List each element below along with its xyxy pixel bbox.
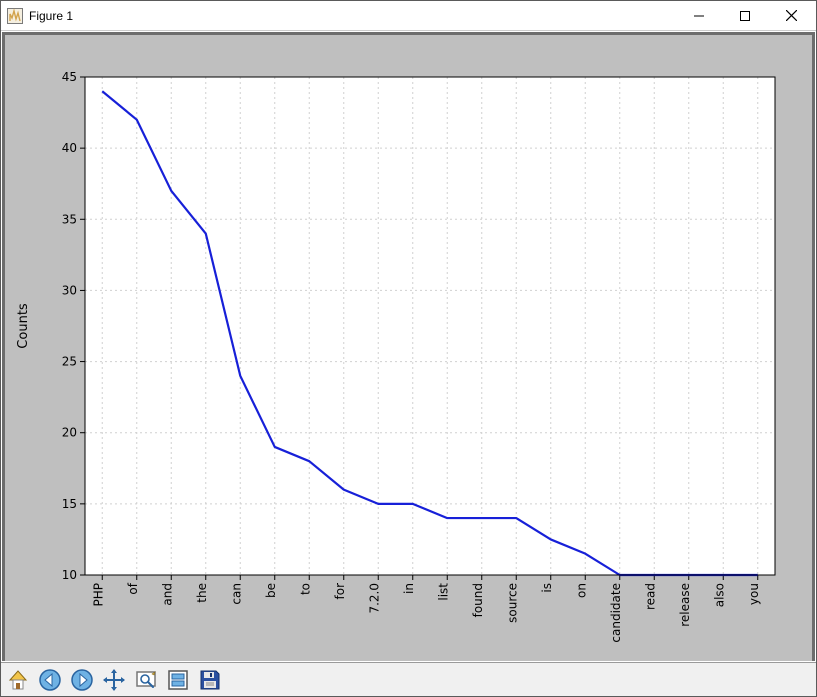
xtick-label: is xyxy=(540,583,554,593)
xtick-label: also xyxy=(712,583,726,607)
xtick-label: 7.2.0 xyxy=(367,583,381,614)
save-icon xyxy=(198,668,222,692)
ytick-label: 15 xyxy=(62,497,77,511)
pan-button[interactable] xyxy=(99,665,129,695)
plot-area xyxy=(85,77,775,575)
xtick-label: in xyxy=(402,583,416,594)
xtick-label: read xyxy=(643,583,657,610)
xtick-label: list xyxy=(436,583,450,601)
ytick-label: 30 xyxy=(62,283,77,297)
xtick-label: for xyxy=(333,583,347,600)
xtick-label: and xyxy=(160,583,174,606)
configure-icon xyxy=(166,668,190,692)
xtick-label: to xyxy=(298,583,312,595)
xtick-label: the xyxy=(195,583,209,603)
xtick-label: can xyxy=(229,583,243,605)
xtick-label: PHP xyxy=(91,583,105,607)
ytick-label: 45 xyxy=(62,70,77,84)
move-icon xyxy=(102,668,126,692)
forward-button[interactable] xyxy=(67,665,97,695)
xtick-label: of xyxy=(126,582,140,594)
xtick-label: found xyxy=(471,583,485,617)
ytick-label: 40 xyxy=(62,141,77,155)
ytick-label: 20 xyxy=(62,426,77,440)
zoom-rect-icon xyxy=(134,668,158,692)
home-icon xyxy=(6,668,30,692)
subplots-button[interactable] xyxy=(163,665,193,695)
xtick-label: be xyxy=(264,583,278,598)
arrow-right-icon xyxy=(70,668,94,692)
minimize-button[interactable] xyxy=(676,1,722,31)
figure-canvas[interactable]: 10 15 20 25 30 35 40 45 PHP of and the can be to for 7.2… xyxy=(2,32,815,661)
arrow-left-icon xyxy=(38,668,62,692)
xtick-label: on xyxy=(574,583,588,598)
window-title: Figure 1 xyxy=(29,9,73,23)
xtick-label: source xyxy=(505,583,519,623)
xtick-label: you xyxy=(747,583,761,605)
ytick-label: 25 xyxy=(62,355,77,369)
xtick-label: candidate xyxy=(609,583,623,643)
ytick-label: 35 xyxy=(62,212,77,226)
xtick-label: release xyxy=(678,583,692,627)
zoom-button[interactable] xyxy=(131,665,161,695)
navigation-toolbar xyxy=(1,662,816,696)
close-button[interactable] xyxy=(768,1,814,31)
app-icon xyxy=(7,8,23,24)
y-axis-label: Counts xyxy=(16,303,31,349)
figure-window: Figure 1 10 15 20 25 30 35 40 45 PHP of and the can b… xyxy=(0,0,817,697)
ytick-label: 10 xyxy=(62,568,77,582)
home-button[interactable] xyxy=(3,665,33,695)
titlebar: Figure 1 xyxy=(1,1,816,31)
maximize-button[interactable] xyxy=(722,1,768,31)
save-button[interactable] xyxy=(195,665,225,695)
back-button[interactable] xyxy=(35,665,65,695)
